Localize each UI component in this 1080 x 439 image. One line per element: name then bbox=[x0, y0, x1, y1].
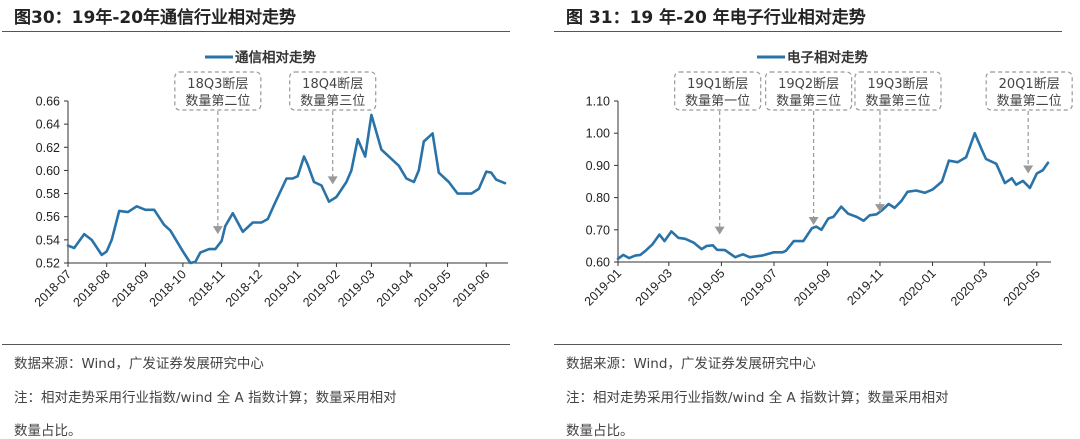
x-tick-label: 2018-08 bbox=[70, 267, 112, 309]
arrow-down-icon bbox=[714, 226, 725, 235]
annotation-box bbox=[854, 71, 942, 111]
x-tick-label: 2018-12 bbox=[223, 267, 265, 309]
y-tick-label: 0.64 bbox=[36, 118, 60, 132]
note-line: 注：相对走势采用行业指数/wind 全 A 指数计算；数量采用相对 bbox=[566, 390, 949, 406]
series-line bbox=[616, 131, 1050, 261]
x-tick-label: 2019-05 bbox=[685, 266, 727, 308]
y-tick-label: 1.00 bbox=[586, 127, 610, 141]
annotation-label: 数量第二位 bbox=[997, 94, 1062, 109]
x-tick-label: 2020-05 bbox=[1001, 266, 1043, 308]
y-tick-label: 0.56 bbox=[36, 210, 60, 224]
y-tick-label: 0.66 bbox=[36, 95, 60, 109]
y-tick-label: 1.10 bbox=[586, 95, 610, 109]
line-chart: 0.520.540.560.580.600.620.640.662018-072… bbox=[32, 49, 508, 310]
arrow-down-icon bbox=[327, 176, 338, 185]
divider bbox=[2, 344, 510, 345]
series-line bbox=[66, 113, 507, 265]
annotation-label: 19Q3断层 bbox=[867, 77, 928, 92]
divider bbox=[2, 31, 510, 32]
y-tick-label: 0.58 bbox=[36, 187, 60, 201]
y-tick-label: 0.60 bbox=[36, 164, 60, 178]
divider bbox=[554, 31, 1062, 32]
x-tick-label: 2018-10 bbox=[147, 267, 189, 309]
annotation-label: 18Q3断层 bbox=[187, 77, 248, 92]
annotation-label: 数量第三位 bbox=[865, 94, 930, 109]
x-tick-label: 2018-07 bbox=[32, 267, 74, 309]
arrow-down-icon bbox=[874, 204, 885, 213]
annotation-label: 19Q2断层 bbox=[778, 77, 839, 92]
chart-title: 图30：19年-20年通信行业相对走势 bbox=[14, 8, 297, 28]
y-tick-label: 0.80 bbox=[586, 191, 610, 205]
y-tick-label: 0.54 bbox=[36, 233, 60, 247]
annotation-label: 数量第三位 bbox=[300, 94, 365, 109]
annotation-box bbox=[289, 71, 377, 111]
x-tick-label: 2019-07 bbox=[738, 266, 780, 308]
x-tick-label: 2019-01 bbox=[582, 266, 624, 308]
legend-label: 电子相对走势 bbox=[787, 49, 868, 66]
source-note: 数据来源：Wind，广发证券发展研究中心 bbox=[566, 356, 816, 372]
x-tick-label: 2019-03 bbox=[335, 267, 377, 309]
x-tick-label: 2019-02 bbox=[300, 267, 342, 309]
y-tick-label: 0.90 bbox=[586, 159, 610, 173]
annotation-box bbox=[174, 71, 262, 111]
chart-panel-telecom: 图30：19年-20年通信行业相对走势 0.52 0.54 0.56 0.58 0.60… bbox=[0, 0, 520, 439]
divider bbox=[554, 344, 1062, 345]
x-tick-label: 2020-01 bbox=[896, 266, 938, 308]
note-line: 数量占比。 bbox=[14, 423, 82, 439]
annotation-label: 数量第三位 bbox=[776, 94, 841, 109]
y-tick-label: 0.62 bbox=[36, 141, 60, 155]
y-tick-label: 0.60 bbox=[586, 256, 610, 270]
annotation-box bbox=[674, 71, 762, 111]
x-tick-label: 2019-05 bbox=[411, 267, 453, 309]
arrow-down-icon bbox=[1023, 165, 1034, 174]
x-tick-label: 2018-11 bbox=[186, 267, 228, 309]
x-tick-label: 2019-11 bbox=[844, 266, 886, 308]
x-tick-label: 2019-03 bbox=[633, 266, 675, 308]
annotation-label: 数量第二位 bbox=[185, 94, 250, 109]
legend-label: 通信相对走势 bbox=[235, 49, 316, 66]
x-tick-label: 2018-09 bbox=[109, 267, 151, 309]
annotation-label: 19Q1断层 bbox=[687, 77, 748, 92]
source-note: 数据来源：Wind，广发证券发展研究中心 bbox=[14, 356, 264, 372]
note-line: 注：相对走势采用行业指数/wind 全 A 指数计算；数量采用相对 bbox=[14, 390, 397, 406]
x-tick-label: 2019-01 bbox=[262, 267, 304, 309]
arrow-down-icon bbox=[212, 226, 223, 235]
chart-title: 图 31：19 年-20 年电子行业相对走势 bbox=[566, 8, 866, 28]
annotation-box bbox=[765, 71, 853, 111]
chart-panel-electronics: 图 31：19 年-20 年电子行业相对走势 0.60 0.70 0.80 0.90 1… bbox=[552, 0, 1073, 439]
x-tick-label: 2020-03 bbox=[948, 266, 990, 308]
x-tick-label: 2019-09 bbox=[791, 266, 833, 308]
annotation-label: 数量第一位 bbox=[685, 94, 750, 109]
note-line: 数量占比。 bbox=[566, 423, 634, 439]
annotation-box bbox=[985, 71, 1073, 111]
annotation-label: 20Q1断层 bbox=[999, 77, 1060, 92]
x-tick-label: 2019-06 bbox=[450, 267, 492, 309]
annotation-label: 18Q4断层 bbox=[302, 77, 363, 92]
y-tick-label: 0.70 bbox=[586, 223, 610, 237]
y-tick-label: 0.52 bbox=[36, 257, 60, 271]
x-tick-label: 2019-04 bbox=[374, 267, 416, 309]
arrow-down-icon bbox=[808, 216, 819, 225]
